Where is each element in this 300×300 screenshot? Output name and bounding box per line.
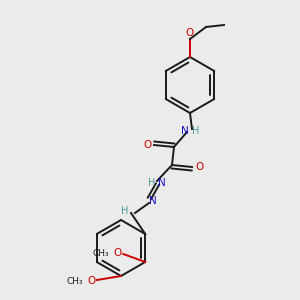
Text: O: O — [143, 140, 151, 150]
Text: O: O — [195, 162, 203, 172]
Text: H: H — [121, 206, 129, 216]
Text: H: H — [148, 178, 156, 188]
Text: O: O — [186, 28, 194, 38]
Text: N: N — [149, 196, 157, 206]
Text: CH₃: CH₃ — [93, 248, 110, 257]
Text: N: N — [181, 126, 189, 136]
Text: O: O — [87, 276, 95, 286]
Text: CH₃: CH₃ — [67, 277, 83, 286]
Text: H: H — [192, 126, 200, 136]
Text: O: O — [113, 248, 122, 258]
Text: N: N — [158, 178, 166, 188]
